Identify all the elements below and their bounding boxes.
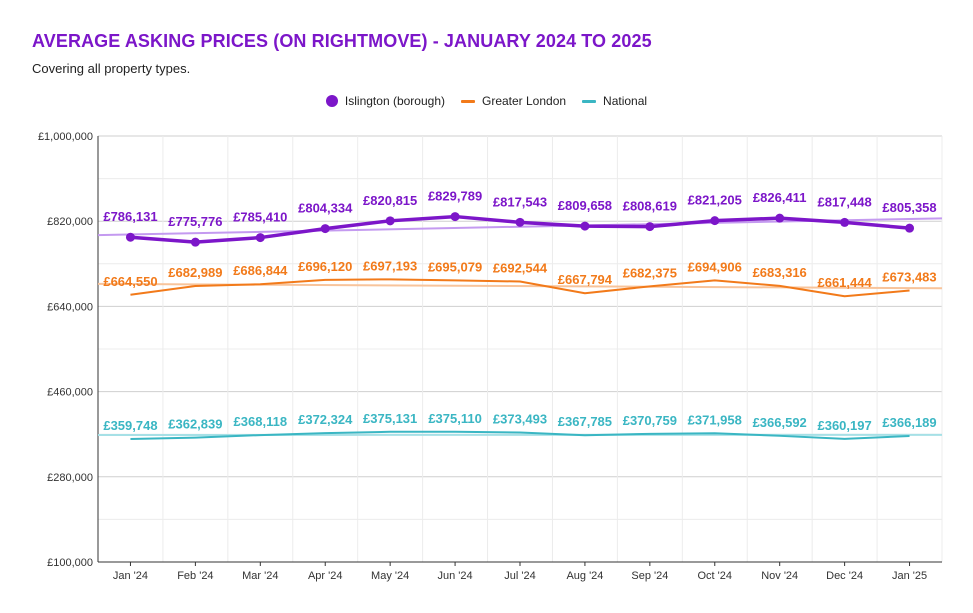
legend-item-national[interactable]: National — [582, 94, 647, 108]
x-tick-label: Jan '25 — [892, 570, 927, 582]
x-tick-label: Mar '24 — [242, 570, 278, 582]
legend: Islington (borough) Greater London Natio… — [0, 94, 973, 108]
legend-swatch-national — [582, 99, 597, 103]
x-tick-label: Feb '24 — [177, 570, 213, 582]
data-label-series-1: £664,550 — [103, 274, 157, 289]
data-label-series-2: £373,493 — [493, 412, 547, 427]
data-label-series-2: £366,592 — [753, 415, 807, 430]
legend-label-greater-london: Greater London — [481, 94, 567, 108]
data-point-series-0[interactable] — [515, 217, 525, 227]
data-label-series-0: £820,815 — [363, 193, 417, 208]
series-line-2 — [130, 430, 910, 441]
data-point-series-0[interactable] — [255, 233, 265, 243]
data-label-series-1: £667,794 — [558, 272, 613, 287]
data-point-series-0[interactable] — [710, 216, 720, 226]
data-label-series-2: £359,748 — [103, 418, 157, 433]
y-tick-label: £100,000 — [47, 557, 93, 569]
data-label-series-0: £829,789 — [428, 189, 482, 204]
data-label-series-0: £809,658 — [558, 198, 612, 213]
legend-label-national: National — [603, 94, 648, 108]
data-point-series-0[interactable] — [450, 212, 460, 222]
data-label-series-0: £821,205 — [688, 193, 742, 208]
x-tick-label: Apr '24 — [308, 570, 343, 582]
data-label-series-1: £692,544 — [493, 261, 548, 276]
data-label-series-2: £360,197 — [817, 418, 871, 433]
data-label-series-1: £682,989 — [168, 265, 222, 280]
legend-item-islington[interactable]: Islington (borough) — [325, 94, 445, 108]
legend-label-islington: Islington (borough) — [344, 94, 445, 108]
x-tick-label: Jul '24 — [504, 570, 535, 582]
data-point-series-0[interactable] — [840, 217, 850, 227]
y-tick-label: £640,000 — [47, 301, 93, 313]
x-tick-label: Jun '24 — [438, 570, 473, 582]
x-tick-label: May '24 — [371, 570, 409, 582]
data-point-series-0[interactable] — [775, 213, 785, 223]
data-point-series-0[interactable] — [385, 216, 395, 226]
data-label-series-2: £375,131 — [363, 411, 417, 426]
data-label-series-0: £804,334 — [298, 201, 353, 216]
data-point-series-0[interactable] — [905, 223, 915, 233]
x-tick-label: Aug '24 — [566, 570, 603, 582]
data-label-series-1: £696,120 — [298, 259, 352, 274]
chart-title: AVERAGE ASKING PRICES (ON RIGHTMOVE) - J… — [32, 31, 652, 51]
x-tick-label: Jan '24 — [113, 570, 148, 582]
data-point-series-0[interactable] — [580, 221, 590, 231]
data-label-series-0: £786,131 — [103, 209, 157, 224]
data-label-series-1: £686,844 — [233, 263, 288, 278]
data-label-series-2: £375,110 — [428, 411, 482, 426]
data-label-series-1: £661,444 — [817, 275, 872, 290]
y-tick-label: £280,000 — [47, 472, 93, 484]
y-tick-label: £460,000 — [47, 387, 93, 399]
data-label-series-0: £775,776 — [168, 214, 222, 229]
legend-swatch-islington — [325, 95, 338, 107]
data-label-series-0: £785,410 — [233, 210, 287, 225]
data-point-series-0[interactable] — [320, 224, 330, 234]
x-tick-label: Dec '24 — [826, 570, 863, 582]
data-label-series-2: £372,324 — [298, 412, 353, 427]
legend-swatch-greater-london — [460, 99, 475, 103]
data-point-series-0[interactable] — [645, 222, 655, 232]
data-label-series-2: £371,958 — [688, 412, 742, 427]
data-label-series-2: £370,759 — [623, 413, 677, 428]
data-label-series-0: £826,411 — [753, 190, 807, 205]
data-label-series-2: £367,785 — [558, 414, 612, 429]
chart-subtitle: Covering all property types. — [32, 61, 191, 76]
data-label-series-1: £682,375 — [623, 265, 677, 280]
x-tick-label: Sep '24 — [631, 570, 668, 582]
data-label-series-0: £805,358 — [882, 200, 936, 215]
series-line-1 — [130, 278, 910, 298]
data-label-series-1: £694,906 — [688, 259, 742, 274]
y-tick-label: £820,000 — [47, 216, 93, 228]
data-label-series-0: £808,619 — [623, 199, 677, 214]
data-label-series-2: £366,189 — [882, 415, 936, 430]
data-label-series-2: £362,839 — [168, 417, 222, 432]
data-label-series-1: £695,079 — [428, 259, 482, 274]
data-label-series-0: £817,448 — [817, 194, 871, 209]
data-point-series-0[interactable] — [190, 237, 200, 247]
data-label-series-1: £697,193 — [363, 258, 417, 273]
data-label-series-0: £817,543 — [493, 194, 547, 209]
data-label-series-2: £368,118 — [234, 414, 288, 429]
x-tick-label: Nov '24 — [761, 570, 798, 582]
x-tick-label: Oct '24 — [698, 570, 733, 582]
data-point-series-0[interactable] — [125, 232, 135, 242]
legend-item-greater-london[interactable]: Greater London — [460, 94, 567, 108]
y-tick-label: £1,000,000 — [38, 131, 93, 143]
data-label-series-1: £673,483 — [882, 270, 936, 285]
data-label-series-1: £683,316 — [753, 265, 807, 280]
